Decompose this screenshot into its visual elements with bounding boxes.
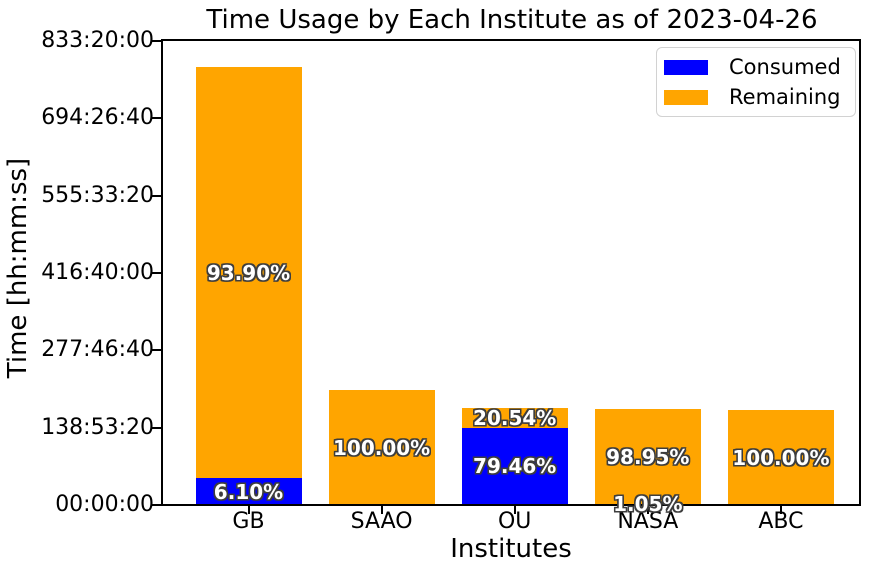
bar-segment-remaining-nasa (594, 409, 701, 504)
y-tick-mark (152, 272, 161, 274)
legend-entry-consumed: Consumed (664, 52, 847, 82)
x-tick-mark (380, 505, 383, 514)
remaining-swatch (664, 89, 708, 105)
bar-segment-remaining-ou (461, 408, 568, 428)
y-tick-label: 694:26:40 (41, 105, 154, 131)
y-tick-mark (152, 504, 161, 506)
consumed-swatch (664, 59, 708, 75)
x-tick-mark (247, 505, 250, 514)
y-tick-label: 416:40:00 (41, 260, 154, 285)
percent-label-remaining-saao: 100.00% (332, 435, 431, 460)
y-tick-mark (152, 349, 161, 352)
legend-label-consumed: Consumed (729, 55, 841, 79)
y-tick-label: 277:46:40 (41, 337, 154, 363)
y-tick-label: 833:20:00 (41, 28, 154, 53)
x-tick-mark (779, 505, 782, 514)
percent-label-consumed-ou: 79.46% (473, 454, 557, 479)
legend-label-remaining: Remaining (729, 85, 841, 109)
chart-title: Time Usage by Each Institute as of 2023-… (206, 5, 818, 35)
percent-label-remaining-gb: 93.90% (206, 260, 291, 285)
y-tick-mark (152, 426, 161, 429)
bar-segment-remaining-gb (195, 67, 302, 479)
bar-segment-remaining-abc (727, 410, 834, 505)
bar-segment-consumed-ou (461, 427, 568, 505)
y-tick-label: 555:33:20 (41, 182, 154, 208)
y-tick-label: 00:00:00 (55, 492, 154, 517)
percent-label-consumed-gb: 6.10% (213, 479, 284, 504)
percent-label-remaining-nasa: 98.95% (606, 444, 690, 469)
bar-segment-consumed-gb (195, 478, 302, 505)
x-axis-label: Institutes (450, 534, 572, 564)
y-tick-mark (152, 117, 161, 120)
y-tick-label: 138:53:20 (41, 414, 154, 440)
x-tick-mark (646, 505, 649, 514)
percent-label-remaining-abc: 100.00% (732, 445, 830, 470)
percent-label-remaining-ou: 20.54% (473, 405, 557, 430)
legend-entry-remaining: Remaining (664, 82, 847, 112)
x-tick-mark (513, 505, 516, 514)
legend: Consumed Remaining (656, 47, 856, 117)
y-tick-mark (152, 194, 161, 197)
percent-label-consumed-nasa: 1.05% (613, 492, 683, 517)
y-tick-mark (152, 40, 161, 42)
bar-segment-remaining-saao (328, 390, 435, 505)
